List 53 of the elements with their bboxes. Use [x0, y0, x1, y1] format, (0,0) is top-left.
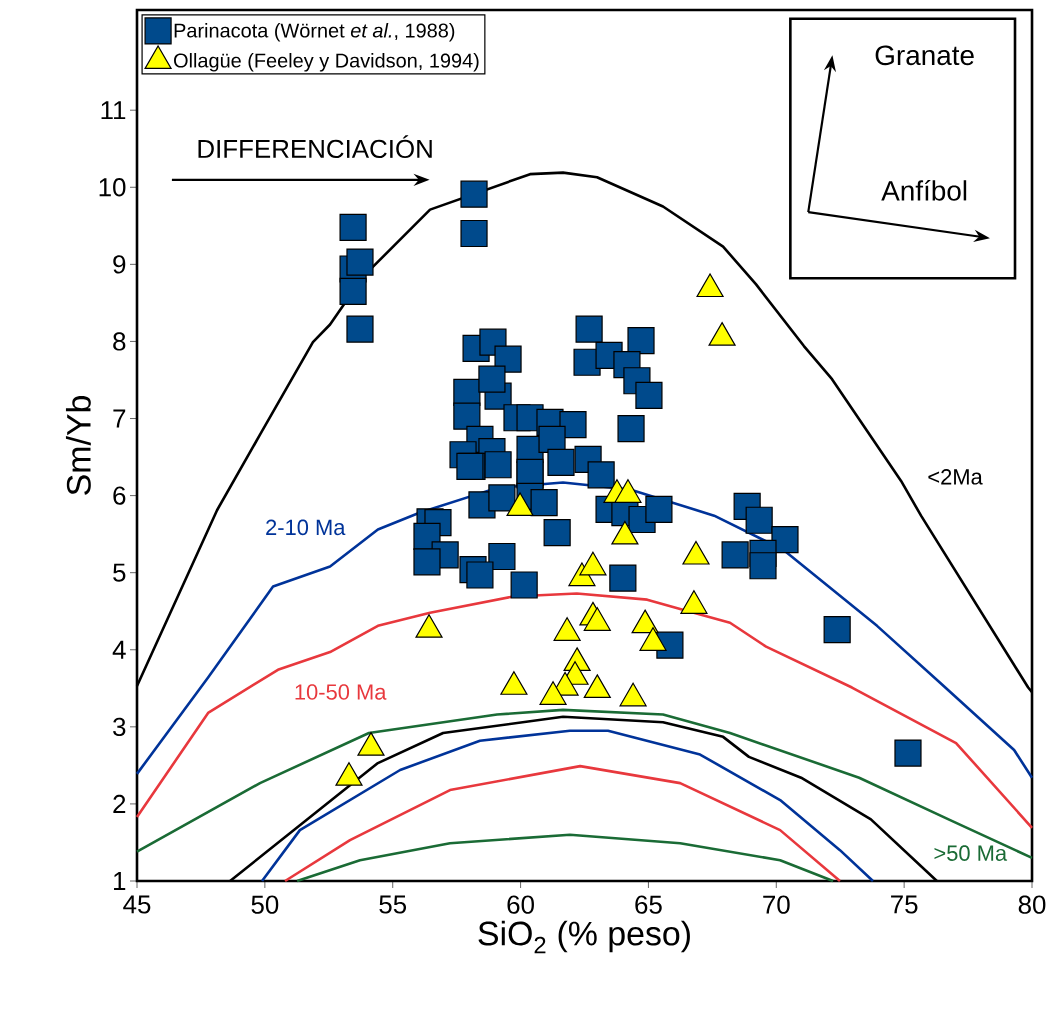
point	[696, 273, 724, 298]
x-tick-label: 60	[507, 895, 534, 914]
y-tick-label: 1	[114, 872, 126, 890]
y-tick-label: 7	[113, 409, 126, 428]
point	[583, 607, 611, 631]
point	[708, 321, 736, 346]
x-tick-label: 55	[379, 895, 407, 914]
line-series	[295, 833, 835, 883]
series-label: >50 Ma	[934, 845, 1008, 861]
annotation: DIFFERENCIACIÓN	[198, 135, 432, 159]
line-series	[260, 729, 875, 883]
y-tick-label: 9	[113, 255, 126, 274]
y-tick-label: 11	[101, 101, 126, 120]
legend-label: Ollagüe (Feeley y Davidson, 1994)	[174, 52, 479, 72]
point	[415, 614, 443, 638]
line-series	[283, 764, 842, 883]
point	[583, 674, 611, 698]
line-series	[135, 592, 1034, 830]
y-tick-label: 2	[113, 794, 126, 813]
point	[680, 590, 708, 614]
legend-label: Parinacota (Wörnet et al., 1988)	[174, 22, 455, 42]
annotation: Anfíbol	[881, 179, 967, 201]
point	[611, 520, 639, 545]
annotation: Granate	[875, 45, 974, 66]
y-tick-label: 8	[113, 332, 126, 351]
x-tick-label: 70	[763, 895, 790, 914]
y-tick-label: 4	[112, 640, 126, 659]
point	[539, 681, 567, 705]
point	[579, 551, 607, 576]
y-tick-label: 10	[99, 178, 126, 197]
x-tick-label: 65	[635, 895, 662, 914]
series-label: 2-10 Ma	[266, 519, 346, 536]
series-label: 10-50 Ma	[295, 684, 387, 700]
line-series	[135, 708, 1034, 860]
x-tick-label: 75	[891, 895, 918, 914]
series-label: <2Ma	[928, 469, 983, 485]
y-tick-label: 6	[113, 486, 126, 505]
point	[500, 671, 528, 695]
point	[614, 479, 642, 503]
y-tick-label: 3	[113, 717, 126, 737]
point	[631, 609, 659, 634]
x-axis-title: SiO$_{2}$ (% peso)	[478, 920, 690, 954]
y-tick-label: 5	[113, 563, 126, 582]
point	[619, 682, 647, 707]
point	[335, 762, 363, 786]
point	[506, 492, 534, 517]
point	[682, 540, 710, 565]
x-tick-label: 45	[123, 895, 151, 914]
point	[553, 617, 581, 641]
y-axis-title: Sm/Yb	[65, 396, 91, 495]
x-tick-label: 50	[251, 895, 279, 914]
x-tick-label: 80	[1018, 895, 1046, 914]
point	[357, 732, 385, 756]
